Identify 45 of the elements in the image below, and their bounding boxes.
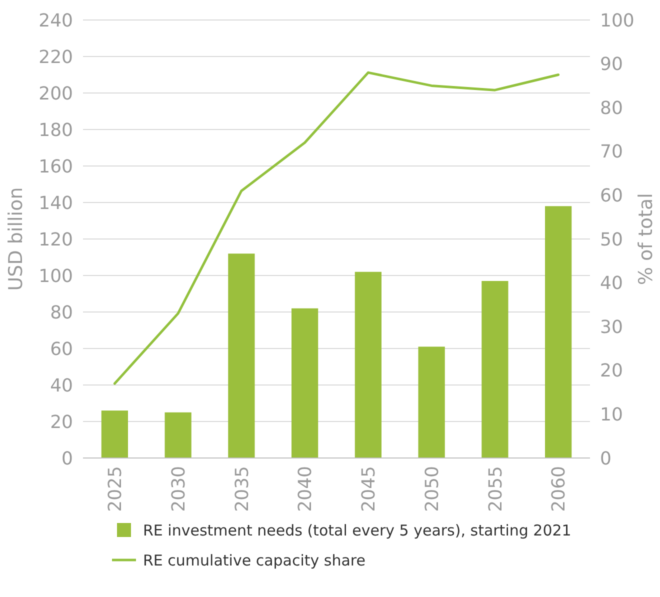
line-series (113, 71, 560, 385)
bar (482, 280, 508, 458)
y2-axis-title: % of total (635, 193, 657, 285)
x-tick-label: 2060 (548, 466, 570, 512)
y2-tick-label: 70 (600, 142, 623, 163)
y2-tick-label: 10 (600, 404, 623, 426)
x-tick-label: 2050 (422, 466, 443, 512)
bar (228, 254, 255, 458)
y2-tick-label: 40 (600, 273, 623, 294)
y2-tick-label: 60 (600, 186, 623, 206)
y2-tick-label: 20 (600, 360, 623, 382)
y-tick-label: 100 (38, 266, 73, 287)
x-tick-label: 2025 (104, 466, 126, 512)
x-tick-label: 2040 (295, 466, 316, 512)
y2-tick-label: 30 (600, 316, 623, 338)
x-tick-label: 2030 (168, 466, 190, 512)
y-tick-label: 180 (38, 120, 73, 141)
bar (101, 410, 128, 458)
y2-tick-label: 50 (600, 229, 623, 250)
y-tick-label: 140 (38, 192, 73, 214)
bar (164, 412, 192, 458)
y-axis-title: USD billion (5, 187, 27, 291)
y-tick-label: 220 (38, 46, 73, 68)
y-tick-label: 20 (50, 412, 73, 433)
x-tick-label: 2045 (358, 466, 380, 512)
y-tick-label: 40 (50, 375, 73, 396)
x-tick-label: 2035 (232, 466, 253, 512)
bar (418, 346, 445, 458)
y-tick-label: 120 (38, 229, 73, 250)
bar (292, 308, 318, 458)
y-tick-label: 240 (38, 10, 73, 32)
y-tick-label: 200 (38, 83, 73, 104)
bar (354, 272, 382, 458)
y-tick-label: 80 (50, 302, 73, 324)
legend-label: RE investment needs (total every 5 years), starting 2021 (143, 521, 572, 540)
y2-tick-label: 0 (600, 448, 612, 470)
y2-tick-label: 100 (600, 10, 634, 32)
legend-label: RE cumulative capacity share (143, 551, 366, 570)
y2-tick-label: 80 (600, 98, 623, 119)
y-tick-label: 0 (62, 448, 73, 470)
x-tick-label: 2055 (485, 466, 506, 512)
y2-tick-label: 90 (600, 54, 623, 76)
bar (545, 206, 572, 458)
y-tick-label: 160 (38, 156, 73, 178)
y-tick-label: 60 (50, 338, 73, 360)
